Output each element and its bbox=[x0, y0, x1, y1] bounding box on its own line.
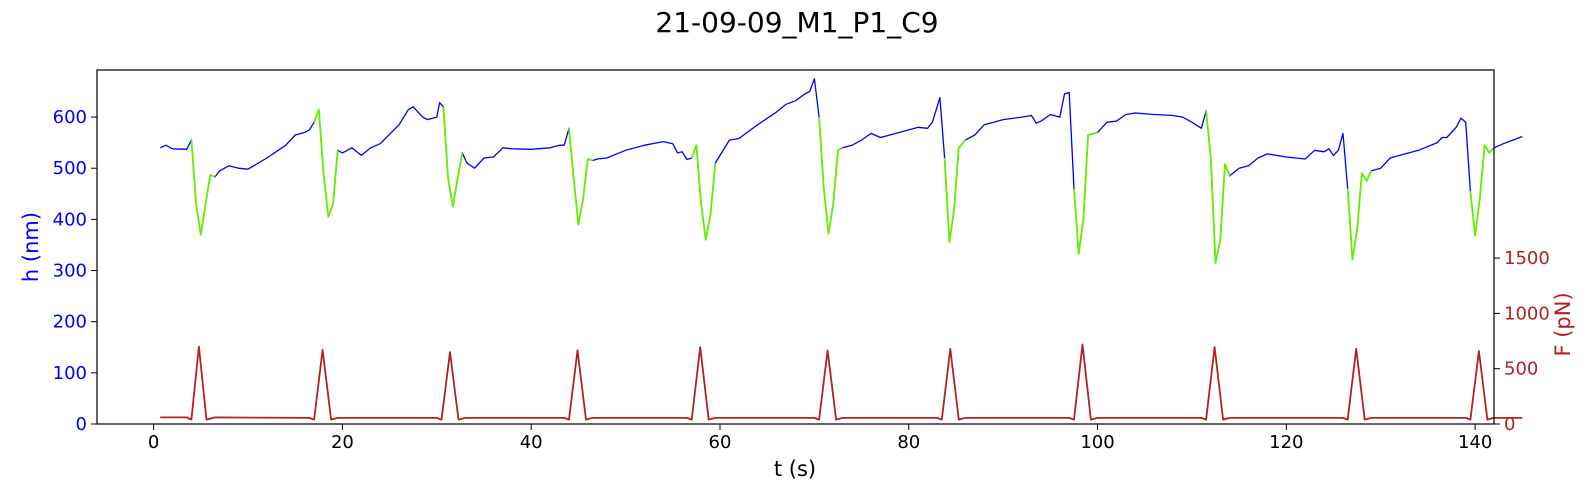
x-tick-label: 120 bbox=[1269, 432, 1303, 453]
height-compression-segment bbox=[568, 128, 593, 226]
x-tick-label: 100 bbox=[1080, 432, 1114, 453]
y-left-tick-label: 100 bbox=[53, 363, 87, 384]
height-compression-segment bbox=[690, 144, 717, 241]
y-axis-left-label: h (nm) bbox=[19, 212, 43, 282]
height-compression-segment bbox=[1205, 110, 1231, 264]
x-tick-label: 80 bbox=[897, 432, 920, 453]
x-tick-label: 0 bbox=[148, 432, 159, 453]
y-axis-right: 0 500 1000 1500 bbox=[1494, 248, 1550, 435]
x-tick-label: 60 bbox=[709, 432, 732, 453]
y-right-tick-label: 1000 bbox=[1504, 303, 1550, 324]
force-line bbox=[160, 343, 1523, 421]
y-left-tick-label: 0 bbox=[76, 414, 87, 435]
force-series bbox=[160, 343, 1523, 421]
height-compression-segment bbox=[1073, 131, 1098, 255]
height-compression-segment bbox=[190, 140, 216, 236]
y-left-tick-label: 300 bbox=[53, 261, 87, 282]
height-compression-segment bbox=[943, 139, 967, 244]
x-axis: 0 20 40 60 80 100 120 140 bbox=[148, 424, 1492, 453]
height-series bbox=[159, 78, 1523, 264]
height-line bbox=[159, 78, 1523, 264]
y-axis-right-label: F (pN) bbox=[1551, 292, 1575, 356]
y-right-tick-label: 1500 bbox=[1504, 248, 1550, 269]
chart-title: 21-09-09_M1_P1_C9 bbox=[655, 6, 938, 39]
y-right-tick-label: 500 bbox=[1504, 359, 1538, 380]
x-tick-label: 20 bbox=[331, 432, 354, 453]
height-compression-segment bbox=[313, 108, 339, 218]
y-left-tick-label: 400 bbox=[53, 209, 87, 230]
height-compression-segment bbox=[1346, 170, 1373, 261]
y-left-tick-label: 600 bbox=[53, 107, 87, 128]
plot-frame bbox=[96, 69, 1495, 425]
y-axis-left: 0 100 200 300 400 500 600 bbox=[53, 107, 97, 435]
height-compression-segment bbox=[818, 117, 844, 235]
x-tick-label: 40 bbox=[520, 432, 543, 453]
y-right-tick-label: 0 bbox=[1504, 414, 1515, 435]
height-compression-segment bbox=[1469, 144, 1495, 237]
height-compression-segment bbox=[442, 106, 464, 208]
y-left-tick-label: 200 bbox=[53, 312, 87, 333]
x-tick-label: 140 bbox=[1458, 432, 1492, 453]
x-axis-label: t (s) bbox=[774, 457, 816, 481]
y-left-tick-label: 500 bbox=[53, 158, 87, 179]
